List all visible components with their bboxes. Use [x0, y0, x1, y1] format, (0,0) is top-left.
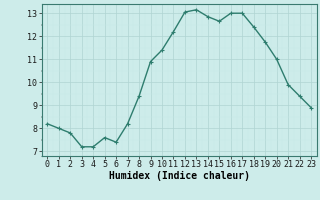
X-axis label: Humidex (Indice chaleur): Humidex (Indice chaleur): [109, 171, 250, 181]
